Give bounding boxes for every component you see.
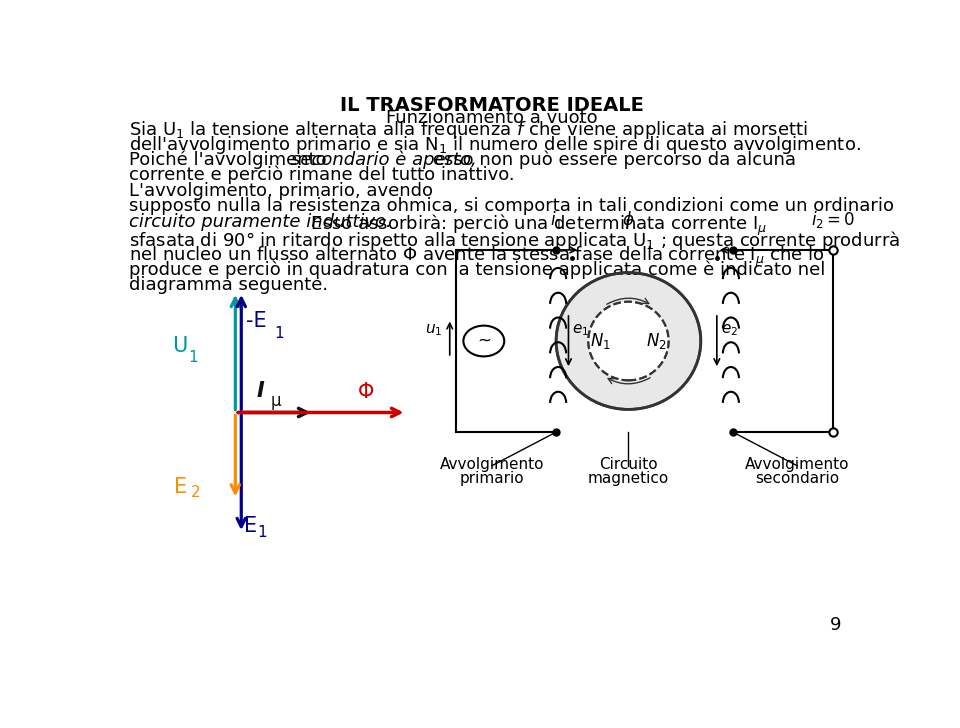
Ellipse shape (588, 301, 668, 380)
Text: Circuito: Circuito (599, 456, 658, 472)
Text: μ: μ (271, 392, 281, 410)
Text: 1: 1 (257, 525, 267, 539)
Text: sfasata di 90° in ritardo rispetto alla tensione applicata U$_1$ ; questa corren: sfasata di 90° in ritardo rispetto alla … (129, 229, 900, 252)
Text: $i_2 = 0$: $i_2 = 0$ (811, 209, 855, 230)
Text: primario: primario (460, 470, 524, 486)
Text: supposto nulla la resistenza ohmica, si comporta in tali condizioni come un ordi: supposto nulla la resistenza ohmica, si … (129, 197, 894, 215)
Text: Funzionamento a vuoto: Funzionamento a vuoto (386, 108, 598, 127)
Text: U: U (172, 336, 187, 357)
Text: Φ: Φ (358, 382, 374, 403)
Text: nel nucleo un flusso alternato Φ avente la stessa fase della corrente I$_\mu$ ch: nel nucleo un flusso alternato Φ avente … (129, 245, 825, 269)
Ellipse shape (556, 272, 701, 409)
Text: 9: 9 (830, 616, 842, 634)
Text: $u_1$: $u_1$ (425, 322, 443, 338)
Text: $e_2$: $e_2$ (721, 322, 737, 338)
Text: secondario è aperto,: secondario è aperto, (291, 150, 476, 169)
Text: Esso assorbirà: perciò una determinata corrente I$_\mu$: Esso assorbirà: perciò una determinata c… (305, 213, 768, 238)
Text: 1: 1 (274, 325, 283, 341)
Text: E: E (175, 477, 187, 497)
Text: IL TRASFORMATORE IDEALE: IL TRASFORMATORE IDEALE (340, 96, 644, 115)
Text: $\phi$: $\phi$ (622, 209, 635, 231)
Text: ~: ~ (477, 332, 491, 350)
Text: $i_1$: $i_1$ (550, 209, 563, 230)
Text: esso non può essere percorso da alcuna: esso non può essere percorso da alcuna (427, 150, 796, 169)
Text: L'avvolgimento, primario, avendo: L'avvolgimento, primario, avendo (129, 181, 433, 199)
Text: corrente e perciò rimane del tutto inattivo.: corrente e perciò rimane del tutto inatt… (129, 166, 515, 184)
Text: secondario: secondario (756, 470, 839, 486)
Text: $e_1$: $e_1$ (572, 322, 589, 338)
Text: circuito puramente induttivo.: circuito puramente induttivo. (129, 213, 392, 231)
Text: I: I (256, 381, 264, 401)
Text: Avvolgimento: Avvolgimento (745, 456, 850, 472)
Text: Avvolgimento: Avvolgimento (440, 456, 544, 472)
Text: Poiché l'avvolgimento: Poiché l'avvolgimento (129, 150, 332, 169)
Text: magnetico: magnetico (588, 470, 669, 486)
Text: E: E (244, 516, 257, 537)
Text: 1: 1 (188, 350, 198, 365)
Text: $N_1$: $N_1$ (590, 331, 611, 351)
Text: dell'avvolgimento primario e sia N$_1$ il numero delle spire di questo avvolgime: dell'avvolgimento primario e sia N$_1$ i… (129, 135, 861, 157)
Text: produce e perciò in quadratura con la tensione applicata come è indicato nel: produce e perciò in quadratura con la te… (129, 260, 826, 279)
Text: diagramma seguente.: diagramma seguente. (129, 276, 328, 293)
Text: 2: 2 (191, 486, 201, 500)
Text: $N_2$: $N_2$ (646, 331, 667, 351)
Text: Sia U$_1$ la tensione alternata alla frequenza $f$ che viene applicata ai morset: Sia U$_1$ la tensione alternata alla fre… (129, 119, 808, 141)
Text: -E: -E (247, 311, 267, 331)
